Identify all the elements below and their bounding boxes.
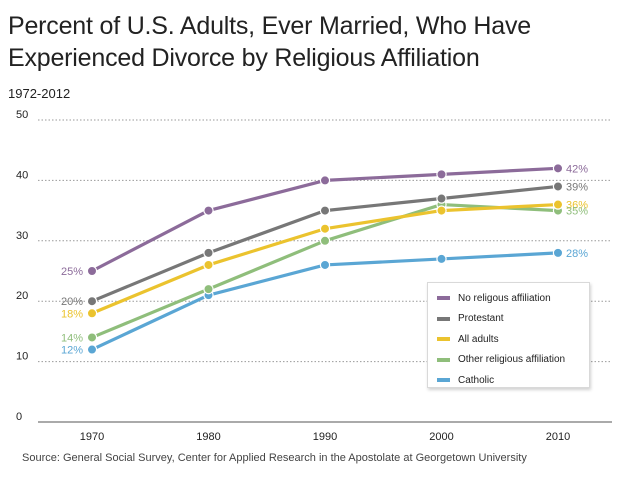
end-label-all-adults: 36% — [566, 200, 588, 212]
x-axis-ticks: 1970 1980 1990 2000 2010 — [80, 431, 570, 443]
legend-item-no-religous-affiliation: No religous affiliation — [437, 288, 589, 309]
data-point-protestant-1980 — [203, 247, 214, 259]
x-tick-label-2010: 2010 — [546, 431, 570, 443]
x-tick-label-2000: 2000 — [429, 431, 453, 443]
data-point-protestant-2010 — [552, 181, 564, 192]
legend-swatch — [437, 296, 450, 301]
chart-title: Percent of U.S. Adults, Ever Married, Wh… — [8, 12, 531, 72]
data-point-no-religous-affiliation-1970 — [86, 265, 98, 277]
start-label-all-adults: 18% — [61, 308, 83, 320]
legend-item-protestant: Protestant — [437, 309, 589, 330]
data-point-all-adults-2010 — [552, 199, 564, 210]
data-point-catholic-1990 — [319, 259, 331, 271]
data-point-protestant-1970 — [86, 296, 98, 307]
end-label-catholic: 28% — [566, 248, 588, 260]
y-tick-label-50: 50 — [16, 109, 28, 121]
start-label-catholic: 12% — [61, 345, 83, 357]
legend-item-other-religious-affiliation: Other religious affiliation — [437, 350, 589, 371]
x-tick-label-1990: 1990 — [313, 431, 337, 443]
y-axis-ticks: 0 10 20 30 40 50 — [16, 109, 28, 423]
legend-swatch — [437, 357, 450, 362]
series-points — [86, 163, 564, 355]
legend-label: Other religious affiliation — [458, 354, 566, 366]
legend-swatch — [437, 337, 450, 342]
legend-swatch — [437, 378, 450, 383]
data-point-no-religous-affiliation-2000 — [436, 169, 447, 180]
data-point-other-religious-affiliation-1970 — [86, 332, 98, 343]
data-point-protestant-1990 — [319, 205, 331, 216]
y-tick-label-20: 20 — [16, 290, 28, 302]
end-label-protestant: 39% — [566, 181, 588, 193]
legend: No religous affiliation Protestant All adu… — [427, 282, 590, 388]
y-tick-label-30: 30 — [16, 230, 28, 242]
data-point-catholic-1970 — [86, 344, 98, 355]
data-point-no-religous-affiliation-1990 — [319, 175, 331, 186]
legend-item-all-adults: All adults — [437, 329, 589, 350]
start-label-other-religious-affiliation: 14% — [61, 332, 83, 344]
chart-subtitle: 1972-2012 — [8, 86, 71, 101]
data-point-all-adults-1980 — [203, 259, 214, 271]
series-value-labels: 25% 42% 20% 39% 18% 36% 14% 35% 12% 28% — [61, 163, 588, 356]
source-note: Source: General Social Survey, Center fo… — [22, 452, 527, 464]
data-point-protestant-2000 — [436, 193, 447, 204]
legend-item-catholic: Catholic — [437, 370, 589, 391]
data-point-no-religous-affiliation-2010 — [552, 163, 564, 174]
x-tick-label-1980: 1980 — [196, 431, 220, 443]
end-label-no-religous-affiliation: 42% — [566, 163, 588, 175]
y-tick-label-10: 10 — [16, 351, 28, 363]
data-point-no-religous-affiliation-1980 — [203, 205, 214, 216]
start-label-no-religous-affiliation: 25% — [61, 266, 83, 278]
data-point-catholic-2000 — [436, 253, 447, 265]
legend-label: Catholic — [458, 374, 495, 386]
data-point-all-adults-1990 — [319, 223, 331, 234]
data-point-other-religious-affiliation-1980 — [203, 283, 214, 295]
legend-swatch — [437, 316, 450, 321]
start-label-protestant: 20% — [61, 296, 83, 308]
y-tick-label-40: 40 — [16, 169, 28, 181]
y-tick-label-0: 0 — [16, 411, 22, 423]
legend-label: Protestant — [458, 313, 504, 325]
legend-label: All adults — [458, 333, 499, 345]
data-point-all-adults-2000 — [436, 205, 447, 216]
end-label-other-religious-affiliation: 35% — [566, 206, 588, 218]
x-tick-label-1970: 1970 — [80, 431, 104, 443]
data-point-catholic-2010 — [552, 247, 564, 259]
data-point-all-adults-1970 — [86, 308, 98, 319]
data-point-other-religious-affiliation-1990 — [319, 235, 331, 246]
legend-label: No religous affiliation — [458, 292, 551, 304]
